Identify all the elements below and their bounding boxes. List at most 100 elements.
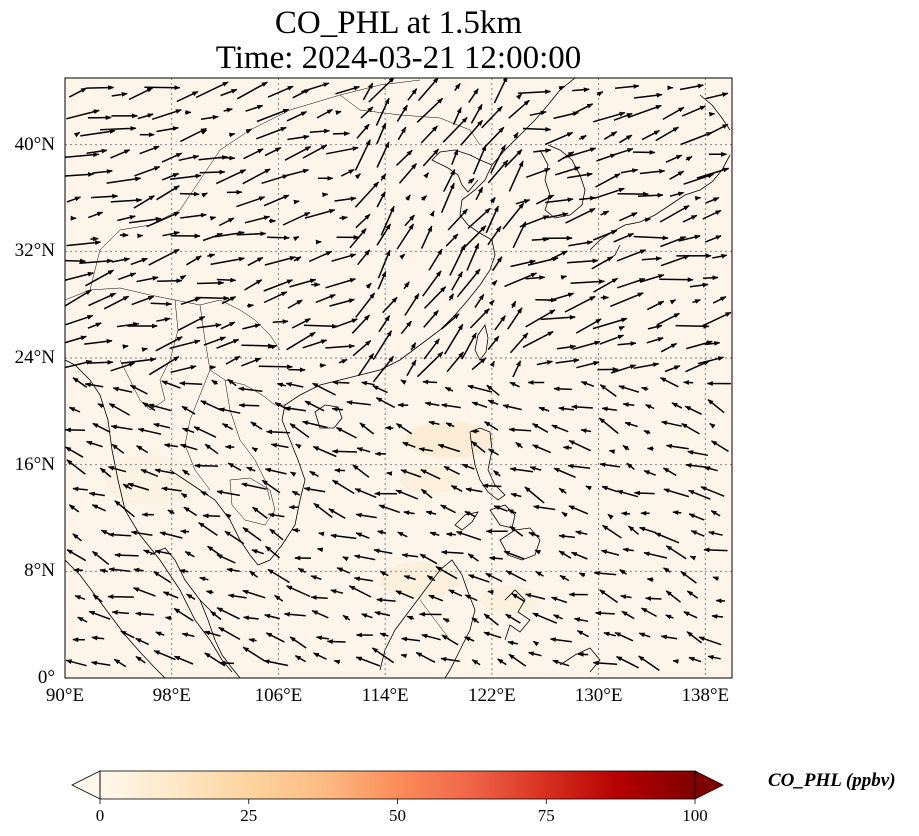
- wind-arrow: [532, 612, 558, 624]
- wind-arrow: [467, 384, 493, 393]
- wind-arrow: [580, 428, 592, 434]
- wind-arrow: [488, 299, 495, 306]
- wind-arrow: [399, 253, 406, 260]
- wind-arrow: [141, 347, 148, 353]
- wind-arrow: [487, 589, 494, 595]
- wind-arrow: [216, 607, 240, 620]
- wind-arrow: [159, 531, 183, 539]
- colorbar-gradient: [100, 771, 695, 799]
- wind-arrow: [610, 292, 644, 308]
- wind-arrow: [218, 626, 241, 641]
- wind-arrow: [672, 510, 682, 516]
- wind-arrow: [504, 272, 538, 288]
- wind-arrow: [179, 274, 187, 281]
- wind-arrow: [238, 386, 263, 393]
- wind-arrow: [303, 323, 338, 329]
- wind-arrow: [85, 269, 115, 287]
- wind-arrow: [418, 447, 433, 452]
- wind-arrow: [359, 422, 375, 435]
- wind-arrow: [443, 169, 456, 192]
- wind-arrow: [567, 463, 591, 470]
- wind-arrow: [248, 637, 257, 643]
- x-tick-label: 114°E: [361, 685, 409, 706]
- wind-arrow: [659, 204, 690, 223]
- wind-arrow: [404, 214, 415, 227]
- wind-arrow: [639, 274, 665, 283]
- wind-arrow: [662, 106, 685, 121]
- wind-arrow: [346, 400, 371, 406]
- wind-arrow: [183, 506, 198, 517]
- wind-arrow: [559, 574, 570, 582]
- wind-arrow: [710, 510, 721, 517]
- wind-arrow: [90, 660, 111, 667]
- wind-arrow: [170, 173, 202, 181]
- wind-arrow: [379, 632, 389, 638]
- wind-arrow: [437, 443, 461, 453]
- wind-arrow: [531, 236, 550, 242]
- wind-arrow: [133, 195, 155, 209]
- wind-arrow: [558, 533, 575, 539]
- wind-arrow: [65, 446, 84, 458]
- wind-arrow: [593, 570, 617, 576]
- wind-arrow: [712, 576, 719, 582]
- wind-arrow: [65, 271, 94, 281]
- wind-arrow: [242, 589, 266, 599]
- wind-arrow: [572, 340, 601, 351]
- wind-arrow: [200, 490, 209, 496]
- wind-arrow: [395, 149, 413, 166]
- wind-arrow: [87, 322, 102, 329]
- wind-arrow: [494, 315, 506, 331]
- wind-arrow: [397, 531, 408, 538]
- wind-arrow: [245, 128, 253, 134]
- wind-arrow: [599, 589, 619, 604]
- wind-arrow: [401, 552, 419, 558]
- wind-arrow: [65, 360, 93, 369]
- wind-arrow: [114, 552, 139, 558]
- wind-arrow: [685, 155, 693, 162]
- y-tick-label: 32°N: [14, 240, 55, 262]
- wind-arrow: [315, 635, 330, 641]
- wind-arrow: [380, 173, 387, 181]
- wind-arrow: [528, 531, 540, 538]
- wind-arrow: [291, 318, 311, 329]
- wind-arrow: [400, 653, 407, 659]
- wind-arrow: [333, 318, 358, 329]
- wind-arrow: [447, 208, 468, 231]
- wind-arrow: [395, 489, 418, 500]
- wind-arrow: [243, 148, 264, 160]
- wind-arrow: [441, 549, 464, 555]
- wind-arrow: [372, 330, 393, 360]
- wind-arrow: [660, 254, 691, 267]
- wind-arrow: [643, 429, 651, 435]
- wind-arrow: [134, 165, 161, 177]
- wind-arrow: [710, 440, 729, 453]
- wind-arrow: [579, 195, 596, 201]
- wind-arrow: [193, 426, 217, 438]
- wind-arrow: [360, 106, 374, 119]
- x-tick-label: 90°E: [45, 685, 85, 706]
- wind-arrow: [417, 78, 439, 102]
- wind-arrow: [579, 134, 587, 141]
- wind-arrow: [79, 258, 113, 265]
- wind-arrow: [65, 172, 95, 177]
- wind-arrow: [469, 308, 490, 329]
- wind-arrow: [65, 152, 100, 159]
- wind-arrow: [509, 381, 520, 388]
- wind-arrow: [515, 199, 531, 205]
- wind-arrow: [549, 637, 572, 643]
- wind-arrow: [575, 318, 602, 334]
- wind-arrow: [464, 510, 476, 518]
- wind-arrow: [297, 567, 306, 574]
- wind-arrow: [137, 427, 162, 435]
- wind-arrow: [486, 384, 500, 396]
- wind-arrow: [420, 225, 433, 249]
- wind-arrow: [407, 88, 418, 101]
- wind-arrow: [481, 105, 503, 129]
- wind-arrow: [335, 426, 357, 439]
- wind-arrow: [372, 355, 395, 383]
- wind-arrow: [117, 215, 136, 222]
- wind-arrow: [712, 253, 728, 259]
- wind-arrow: [440, 504, 456, 514]
- wind-arrow: [525, 593, 546, 600]
